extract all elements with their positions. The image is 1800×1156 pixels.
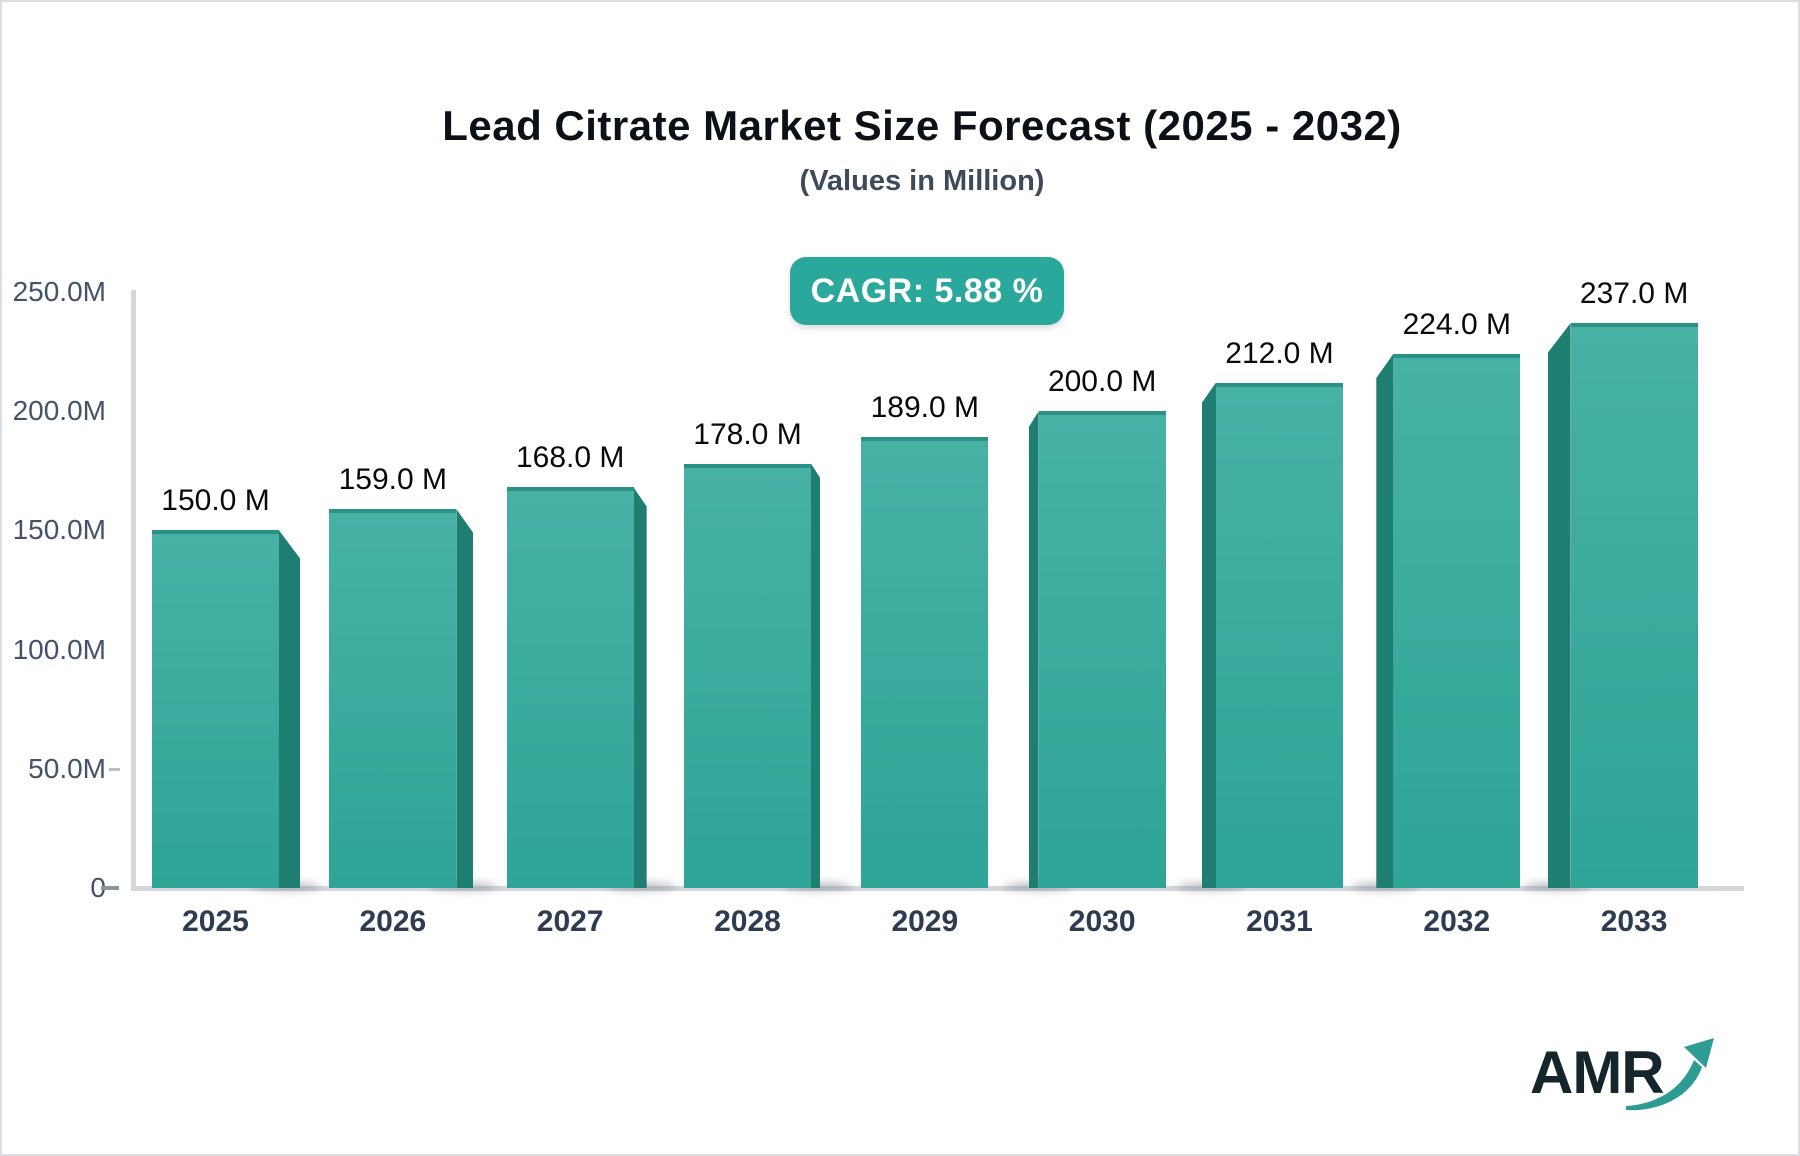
x-tick-label: 2032	[1423, 905, 1491, 938]
bar-value-label: 237.0 M	[1579, 276, 1689, 310]
bar-side	[1201, 382, 1216, 888]
x-tick-label: 2025	[182, 905, 249, 938]
bar-side	[1376, 353, 1394, 888]
cagr-badge: CAGR: 5.88 %	[790, 257, 1064, 325]
chart-subtitle: (Values in Million)	[799, 165, 1045, 197]
bar-side	[1547, 322, 1571, 888]
x-tick-label: 2030	[1068, 905, 1136, 938]
y-tick-label: 150.0M	[12, 514, 106, 546]
bar-face	[1215, 382, 1343, 888]
x-tick-label: 2027	[536, 905, 604, 938]
bar-face	[861, 437, 989, 888]
bar-value-label: 178.0 M	[693, 417, 802, 451]
bar-face	[152, 530, 279, 888]
bar-value-label: 200.0 M	[1047, 365, 1157, 399]
bar-side	[633, 487, 647, 888]
bar-side	[1028, 411, 1039, 888]
x-tick-label: 2031	[1246, 905, 1313, 938]
y-tick-label: 100.0M	[12, 633, 106, 665]
y-tick-dash	[101, 886, 119, 890]
x-tick-label: 2033	[1600, 905, 1668, 938]
bar-face	[506, 487, 634, 888]
logo-text: AMR	[1530, 1039, 1665, 1106]
logo: AMR	[1530, 1032, 1720, 1116]
y-tick-label: 50.0M	[28, 752, 106, 784]
y-axis-line	[131, 290, 136, 889]
x-tick-label: 2026	[359, 905, 427, 938]
bar-side	[810, 463, 820, 888]
bar-value-label: 189.0 M	[870, 391, 980, 425]
y-tick-label: 250.0M	[12, 276, 106, 307]
bar-side	[279, 530, 300, 888]
bar-value-label: 168.0 M	[515, 441, 625, 475]
x-tick-label: 2028	[714, 905, 781, 938]
chart-title: Lead Citrate Market Size Forecast (2025 …	[442, 102, 1402, 149]
bar-face	[329, 508, 457, 888]
x-axis-line	[131, 886, 1744, 891]
bar-face	[1038, 411, 1166, 888]
bar-value-label: 150.0 M	[161, 484, 270, 518]
bar-face	[1393, 353, 1521, 888]
bar-value-label: 212.0 M	[1225, 336, 1334, 370]
logo-arrow-icon	[1626, 1038, 1714, 1111]
bar-face	[1570, 322, 1698, 888]
bar-value-label: 159.0 M	[338, 462, 448, 496]
x-tick-label: 2029	[891, 905, 959, 938]
bar-value-label: 224.0 M	[1402, 307, 1511, 341]
bar-face	[683, 463, 811, 888]
bar-side	[456, 508, 474, 888]
y-tick-label: 0	[90, 872, 106, 903]
y-tick-dash	[109, 767, 120, 771]
y-tick-label: 200.0M	[12, 395, 106, 427]
